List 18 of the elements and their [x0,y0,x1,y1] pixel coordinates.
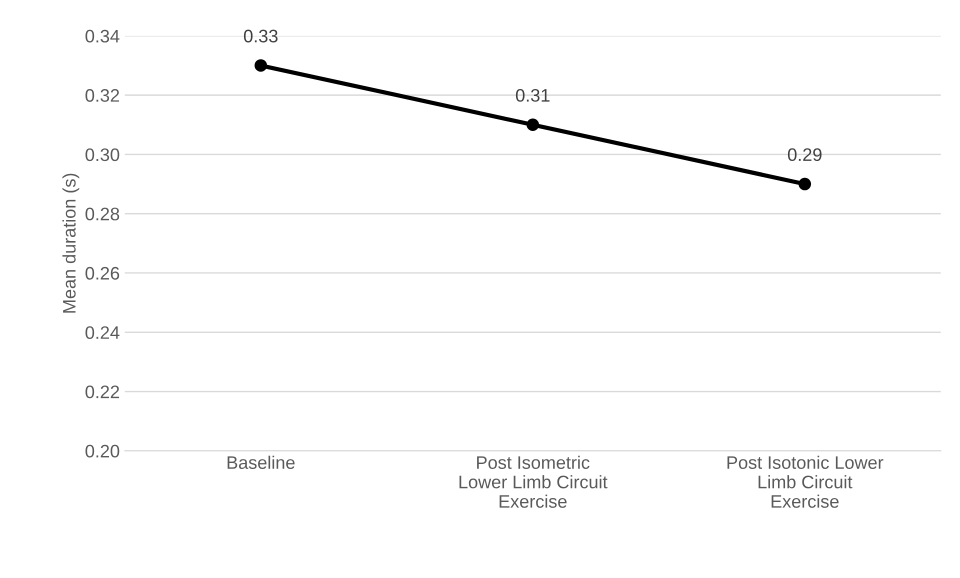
point [254,59,268,72]
y-tick-label: 0.20 [86,444,120,458]
x-tick-label: Post Isotonic Lower Limb Circuit Exercise [728,456,884,508]
data-label: 0.31 [516,88,550,102]
y-axis-title: Mean duration (s) [62,174,80,313]
data-label: 0.33 [244,30,278,42]
y-tick-label: 0.30 [86,148,120,162]
y-tick-label: 0.34 [86,30,120,43]
data-label: 0.29 [788,148,822,162]
point [526,118,540,132]
y-tick-label: 0.32 [86,89,120,102]
x-tick-label: Baseline [228,456,295,469]
point [798,178,812,190]
y-tick-label: 0.28 [86,208,120,220]
y-tick-label: 0.24 [86,326,120,339]
y-tick-label: 0.22 [86,385,120,398]
y-tick-label: 0.26 [86,266,120,280]
x-tick-label: Post Isometric Lower Limb Circuit Exercise [460,456,608,508]
